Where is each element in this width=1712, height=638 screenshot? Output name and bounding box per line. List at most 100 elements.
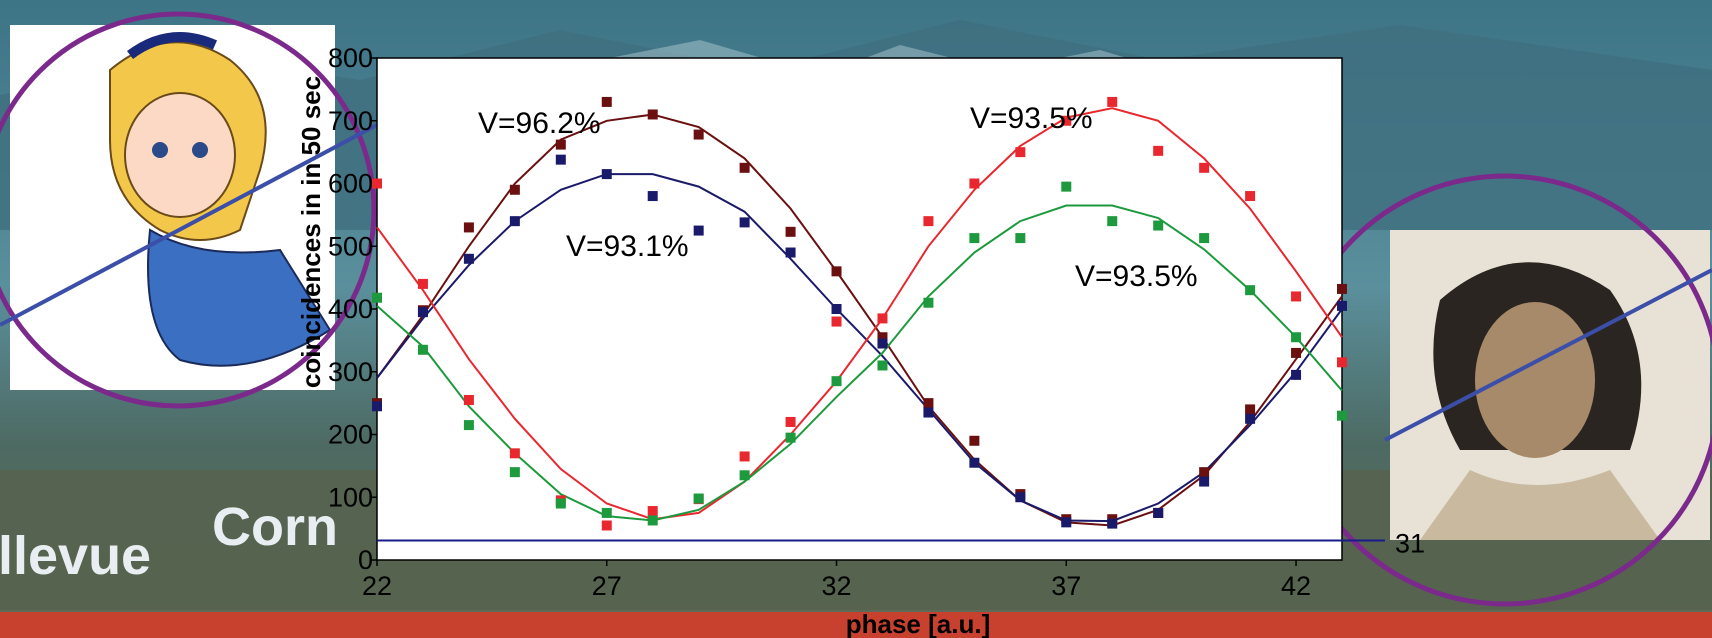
data-point-red (969, 178, 980, 189)
data-point-green (1015, 233, 1026, 244)
data-point-navy (1291, 369, 1302, 380)
data-point-navy (1199, 476, 1210, 487)
data-point-navy (555, 154, 566, 165)
annotation-red: V=93.5% (970, 102, 1093, 135)
y-tick-label: 700 (328, 106, 373, 136)
fit-curve-green (376, 204, 1343, 522)
data-point-brown (739, 162, 750, 173)
data-point-brown (555, 139, 566, 150)
data-points (372, 96, 1347, 531)
data-point-red (1245, 191, 1256, 202)
baseline-label: 31 (1395, 529, 1425, 559)
y-tick-label: 0 (358, 545, 373, 575)
data-point-navy (1337, 300, 1347, 311)
data-point-green (509, 467, 520, 478)
data-point-brown (923, 398, 934, 409)
annotation-navy: V=93.1% (566, 230, 689, 263)
data-point-navy (693, 225, 704, 236)
data-point-brown (831, 266, 842, 277)
data-point-green (1153, 220, 1164, 231)
data-point-green (1107, 216, 1118, 227)
data-point-navy (877, 338, 888, 349)
data-point-green (463, 420, 474, 431)
bg-word-corn: Corn (212, 497, 338, 557)
annotation-green: V=93.5% (1075, 260, 1198, 293)
y-tick-label: 300 (328, 357, 373, 387)
data-point-green (693, 493, 704, 504)
data-point-red (647, 506, 658, 517)
data-point-red (877, 313, 888, 324)
data-point-navy (739, 217, 750, 228)
data-point-green (969, 233, 980, 244)
data-point-brown (1245, 404, 1256, 415)
data-point-navy (372, 401, 382, 412)
data-point-red (1015, 147, 1026, 158)
data-point-red (509, 448, 520, 459)
data-point-brown (785, 226, 796, 237)
data-point-brown (1291, 347, 1302, 358)
y-tick-label: 100 (328, 482, 373, 512)
x-tick-label: 32 (822, 571, 852, 601)
data-point-navy (1153, 507, 1164, 518)
data-point-brown (647, 109, 658, 120)
data-point-green (601, 507, 612, 518)
data-point-brown (693, 129, 704, 140)
data-point-red (417, 278, 428, 289)
data-point-green (647, 515, 658, 526)
data-point-navy (831, 304, 842, 314)
data-point-green (1199, 233, 1210, 244)
data-point-navy (509, 216, 520, 227)
bob-pointer-line (1384, 268, 1712, 442)
data-point-navy (1107, 518, 1118, 529)
data-point-brown (1199, 467, 1210, 478)
fit-curve-red (376, 107, 1343, 521)
y-tick-label: 500 (328, 231, 373, 261)
data-point-green (417, 344, 428, 355)
data-point-navy (1015, 492, 1026, 503)
data-point-navy (601, 169, 612, 180)
bob-portrait (1390, 230, 1710, 540)
data-point-red (1291, 291, 1302, 302)
data-point-red (1337, 357, 1347, 368)
data-point-navy (969, 457, 980, 468)
data-point-red (1061, 115, 1072, 126)
alice-portrait (10, 25, 335, 390)
data-point-navy (647, 191, 658, 202)
fit-curve-navy (376, 173, 1343, 523)
data-point-red (1153, 145, 1164, 156)
data-point-red (372, 178, 382, 189)
data-point-green (1337, 410, 1347, 421)
data-point-green (1061, 181, 1072, 192)
data-point-green (831, 376, 842, 387)
data-point-brown (463, 222, 474, 233)
data-point-green (785, 432, 796, 443)
data-point-red (923, 216, 934, 227)
data-point-red (601, 520, 612, 531)
x-tick-label: 37 (1051, 571, 1081, 601)
x-tick-label: 42 (1281, 571, 1311, 601)
data-point-red (785, 416, 796, 427)
y-tick-label: 600 (328, 169, 373, 199)
data-point-navy (1061, 517, 1072, 528)
data-point-green (372, 292, 382, 303)
annotation-brown: V=96.2% (478, 107, 601, 140)
y-axis-label: coincidences in in 50 sec (296, 76, 326, 388)
data-point-brown (877, 332, 888, 343)
data-point-green (555, 498, 566, 509)
y-tick-label: 400 (328, 294, 373, 324)
y-tick-label: 200 (328, 420, 373, 450)
visibility-annotations: V=96.2% V=93.1% V=93.5% V=93.5% (478, 102, 1198, 293)
data-point-red (831, 316, 842, 327)
alice-pointer-line (0, 116, 391, 327)
data-point-navy (417, 307, 428, 318)
data-point-red (463, 394, 474, 405)
alice-ring (0, 11, 377, 409)
data-point-brown (969, 435, 980, 446)
plot-area (376, 57, 1343, 561)
data-point-navy (463, 253, 474, 264)
data-point-green (1291, 332, 1302, 343)
x-tick-label: 27 (592, 571, 622, 601)
data-point-brown (601, 96, 612, 107)
x-axis-label: phase [a.u.] (846, 609, 990, 638)
